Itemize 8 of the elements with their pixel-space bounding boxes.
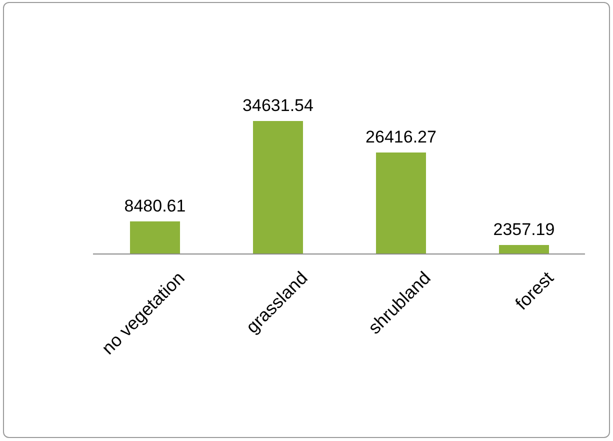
data-label: 2357.19: [493, 220, 555, 239]
data-label: 26416.27: [366, 128, 436, 147]
data-label: 34631.54: [242, 96, 314, 115]
bar: [499, 244, 549, 254]
data-label: 8480.61: [124, 196, 186, 216]
bar: [130, 221, 180, 254]
bar: [376, 152, 426, 254]
bar: [253, 121, 303, 254]
